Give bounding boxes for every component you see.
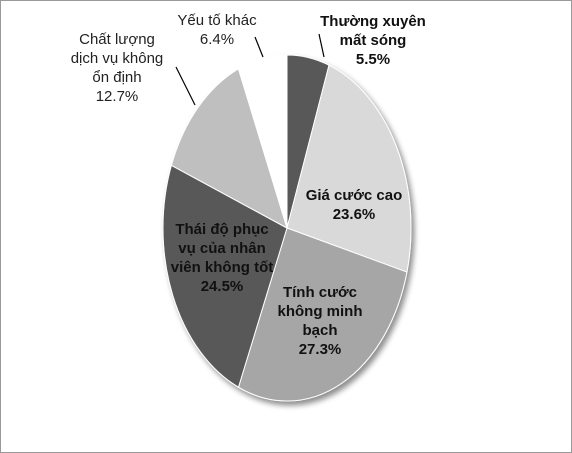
- pie-slice-2: [286, 64, 412, 273]
- slice-value-label: 5.5%: [356, 51, 390, 68]
- pie-slice-4: [162, 164, 288, 388]
- leader-line-1: [318, 33, 325, 58]
- slice-category-label: dịch vụ không: [71, 50, 164, 67]
- leader-line-5: [175, 66, 196, 106]
- slice-category-label: Thái độ phục: [175, 221, 268, 238]
- pie-slice-5: [170, 68, 288, 230]
- slice-value-label: 6.4%: [200, 31, 234, 48]
- slice-category-label: bạch: [302, 322, 337, 339]
- slice-label-4: Thái độ phục vụ của nhân viên không tốt 24.…: [171, 221, 274, 295]
- slice-category-label: ổn định: [92, 69, 141, 86]
- pie-slice-3: [237, 227, 408, 402]
- slice-value-label: 23.6%: [333, 206, 376, 223]
- slice-category-label: không minh: [278, 303, 363, 320]
- pie-slice-6: [237, 54, 288, 229]
- slice-label-3: Tính cước không minh bạch 27.3%: [278, 284, 363, 358]
- slice-category-label: Yếu tố khác: [177, 12, 257, 29]
- slice-category-label: mất sóng: [340, 32, 407, 49]
- slice-label-6: Yếu tố khác 6.4%: [177, 12, 257, 48]
- slice-category-label: Tính cước: [283, 284, 357, 301]
- slice-category-label: Chất lượng: [79, 31, 155, 48]
- slice-label-5: Chất lượng dịch vụ không ổn định 12.7%: [71, 31, 164, 105]
- leader-line-6: [254, 36, 264, 58]
- slice-label-2: Giá cước cao 23.6%: [306, 187, 403, 223]
- slice-value-label: 27.3%: [299, 341, 342, 358]
- slice-category-label: Giá cước cao: [306, 187, 403, 204]
- slice-label-1: Thường xuyên mất sóng 5.5%: [320, 13, 426, 68]
- slice-category-label: viên không tốt: [171, 259, 274, 276]
- slice-category-label: Thường xuyên: [320, 13, 426, 30]
- slice-category-label: vụ của nhân: [178, 240, 266, 257]
- slice-value-label: 12.7%: [96, 88, 139, 105]
- slice-value-label: 24.5%: [201, 278, 244, 295]
